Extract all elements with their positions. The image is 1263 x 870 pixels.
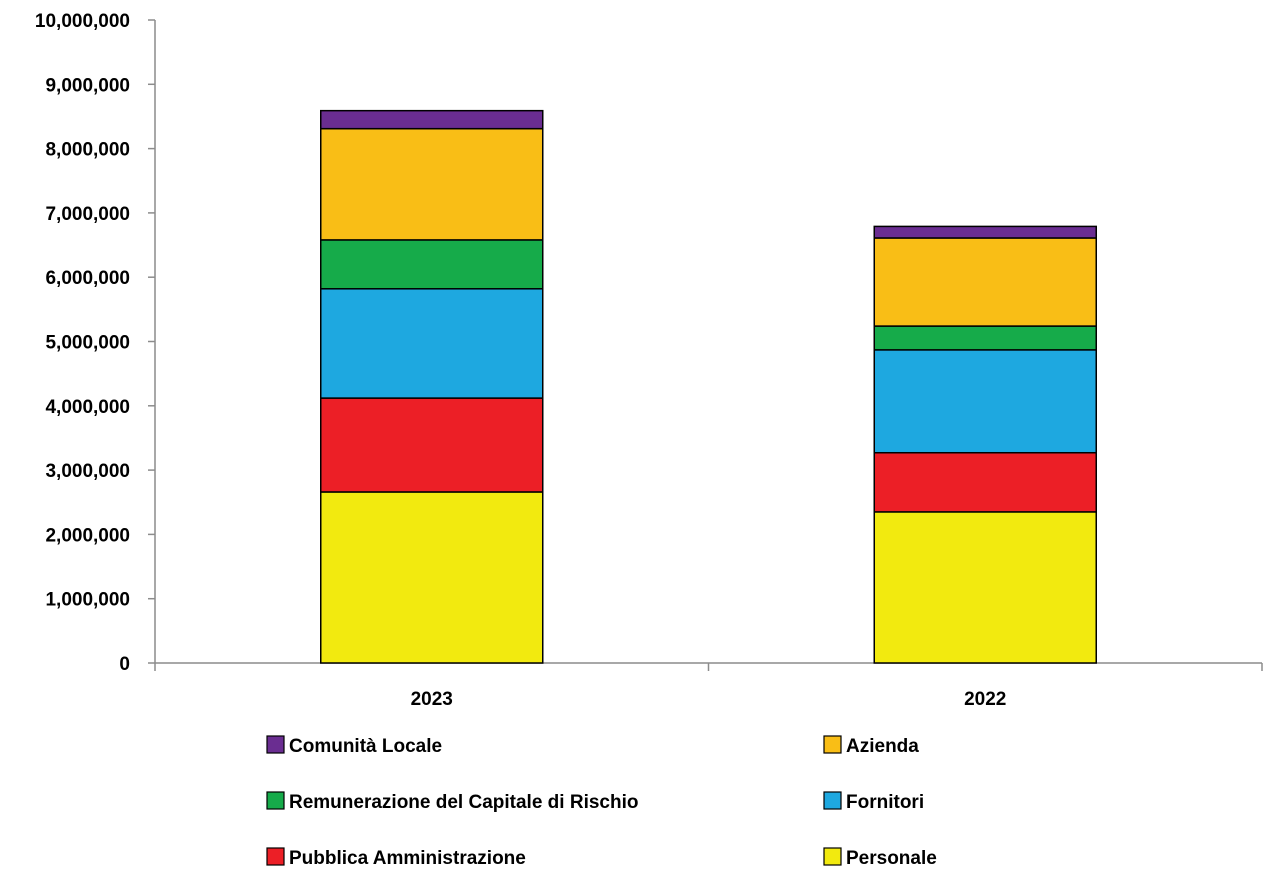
bar-segment-azienda	[320, 127, 544, 241]
y-tick-label: 8,000,000	[45, 140, 130, 161]
y-tick-label: 5,000,000	[45, 333, 130, 354]
bar-segment-personale	[873, 511, 1097, 664]
y-tick-label: 6,000,000	[45, 268, 130, 289]
y-tick-label: 3,000,000	[45, 461, 130, 482]
legend-label: Comunità Locale	[289, 736, 442, 757]
bar-segment-comunita-locale	[320, 109, 544, 130]
legend-item-comunita-locale: Comunità Locale	[266, 735, 442, 757]
legend-swatch	[823, 735, 842, 754]
legend-swatch	[823, 847, 842, 866]
legend-label: Pubblica Amministrazione	[289, 848, 526, 869]
y-tick-label: 9,000,000	[45, 75, 130, 96]
x-axis: 2023 2022	[154, 662, 1263, 710]
y-tick-label: 4,000,000	[45, 397, 130, 418]
bar-segment-fornitori	[873, 349, 1097, 454]
bar-segment-personale	[320, 491, 544, 664]
bar-segment-remunerazione-del-capitale-di-rischio	[320, 239, 544, 290]
bar-segment-pubblica-amministrazione	[320, 397, 544, 493]
legend-item-personale: Personale	[823, 847, 937, 869]
legend: Comunità Locale Azienda Remunerazione del …	[266, 735, 937, 869]
legend-swatch	[266, 735, 285, 754]
bar-segment-fornitori	[320, 288, 544, 399]
legend-swatch	[266, 847, 285, 866]
bars	[320, 109, 1097, 664]
x-tick-label: 2022	[964, 689, 1006, 710]
bar-segment-comunita-locale	[873, 225, 1097, 239]
bar-2022	[873, 225, 1097, 664]
y-tick-label: 7,000,000	[45, 204, 130, 225]
legend-swatch	[823, 791, 842, 810]
y-tick-label: 2,000,000	[45, 525, 130, 546]
bar-segment-pubblica-amministrazione	[873, 451, 1097, 513]
bar-2023	[320, 109, 544, 664]
legend-item-remunerazione-del-capitale-di-rischio: Remunerazione del Capitale di Rischio	[266, 791, 638, 813]
legend-item-azienda: Azienda	[823, 735, 919, 757]
legend-label: Remunerazione del Capitale di Rischio	[289, 792, 638, 813]
legend-label: Fornitori	[846, 792, 924, 813]
y-tick-label: 0	[119, 654, 130, 675]
y-tick-label: 10,000,000	[35, 11, 130, 32]
y-axis: 0 1,000,000 2,000,000 3,000,000 4,000,000 5,0…	[35, 11, 156, 675]
y-tick-label: 1,000,000	[45, 590, 130, 611]
legend-label: Azienda	[846, 736, 919, 757]
legend-label: Personale	[846, 848, 937, 869]
legend-item-fornitori: Fornitori	[823, 791, 924, 813]
legend-swatch	[266, 791, 285, 810]
x-tick-label: 2023	[411, 689, 453, 710]
bar-segment-azienda	[873, 237, 1097, 327]
legend-item-pubblica-amministrazione: Pubblica Amministrazione	[266, 847, 526, 869]
bar-segment-remunerazione-del-capitale-di-rischio	[873, 325, 1097, 351]
